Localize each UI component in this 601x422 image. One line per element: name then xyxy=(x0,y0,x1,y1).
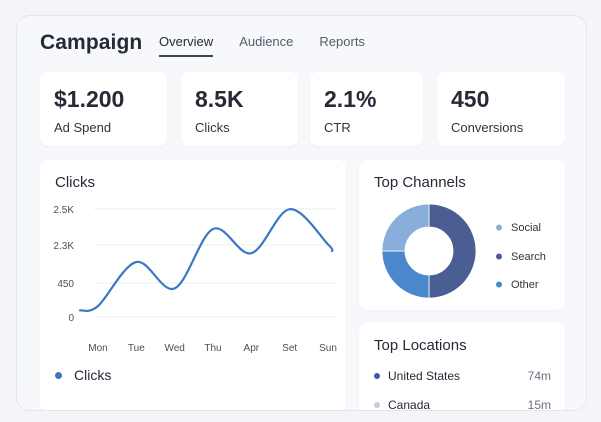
x-tick-label: Mon xyxy=(88,343,107,354)
clicks-chart-legend: Clicks xyxy=(55,367,111,383)
clicks-chart-card: Clicks 0 450 2.3K 2.5K Mon Tue Wed Thu Apr Set Sun… xyxy=(40,160,346,410)
location-name: Canada xyxy=(388,398,431,411)
y-tick-label: 2.5K xyxy=(53,205,74,216)
top-locations-card: Top Locations United States 74m Canada 1… xyxy=(359,323,565,411)
top-channels-card: Top Channels Social Search Other xyxy=(359,160,565,310)
location-name: United States xyxy=(388,369,461,383)
stat-label: Ad Spend xyxy=(54,120,112,135)
stat-card-conversions: 450 Conversions xyxy=(437,72,565,146)
stat-value: 450 xyxy=(451,86,490,112)
location-value: 15m xyxy=(527,398,551,411)
donut-slice-social xyxy=(381,203,430,252)
clicks-line-chart: 0 450 2.3K 2.5K Mon Tue Wed Thu Apr Set Sun xyxy=(53,205,337,354)
donut-slice-other xyxy=(381,250,430,299)
legend-label-other: Other xyxy=(511,279,539,291)
stat-value: 2.1% xyxy=(324,86,377,112)
top-channels-title: Top Channels xyxy=(374,174,466,191)
x-tick-label: Set xyxy=(282,343,297,354)
channels-donut-chart: Social Search Other xyxy=(381,203,546,299)
dashboard-window: Campaign Overview Audience Reports $1.20… xyxy=(16,15,587,411)
donut-slice-search xyxy=(428,203,477,299)
legend-label-search: Search xyxy=(511,251,546,263)
legend-dot-other xyxy=(496,281,502,288)
stat-label: Clicks xyxy=(195,120,230,135)
tab-audience[interactable]: Audience xyxy=(239,34,294,49)
top-locations-title: Top Locations xyxy=(374,337,467,354)
clicks-chart-title: Clicks xyxy=(55,174,95,191)
x-tick-label: Sun xyxy=(319,343,337,354)
x-tick-label: Apr xyxy=(244,343,260,354)
stat-card-ad-spend: $1.200 Ad Spend xyxy=(40,72,167,146)
location-value: 74m xyxy=(527,369,551,383)
tab-overview[interactable]: Overview xyxy=(159,34,214,57)
stat-card-clicks: 8.5K Clicks xyxy=(181,72,298,146)
location-row-united-states[interactable]: United States 74m xyxy=(374,369,551,383)
x-tick-label: Tue xyxy=(128,343,145,354)
location-dot xyxy=(374,373,380,379)
stat-label: Conversions xyxy=(451,120,524,135)
stat-label: CTR xyxy=(324,120,351,135)
y-tick-label: 2.3K xyxy=(53,241,74,252)
legend-dot-social xyxy=(496,224,502,231)
stat-card-ctr: 2.1% CTR xyxy=(310,72,423,146)
stat-value: 8.5K xyxy=(195,86,244,112)
stat-value: $1.200 xyxy=(54,86,125,112)
tab-reports[interactable]: Reports xyxy=(319,34,365,49)
legend-dot-search xyxy=(496,253,502,260)
header: Campaign Overview Audience Reports xyxy=(17,16,586,68)
tab-bar: Overview Audience Reports xyxy=(159,34,391,57)
x-tick-label: Thu xyxy=(204,343,221,354)
page-title: Campaign xyxy=(40,31,143,54)
y-tick-label: 450 xyxy=(57,279,74,290)
legend-label-social: Social xyxy=(511,222,541,234)
location-row-canada[interactable]: Canada 15m xyxy=(374,398,551,411)
y-tick-label: 0 xyxy=(68,313,74,324)
location-dot xyxy=(374,402,380,408)
series-line-clicks xyxy=(78,208,334,313)
legend-dot xyxy=(55,371,62,379)
x-tick-label: Wed xyxy=(164,343,184,354)
legend-label: Clicks xyxy=(74,367,112,383)
